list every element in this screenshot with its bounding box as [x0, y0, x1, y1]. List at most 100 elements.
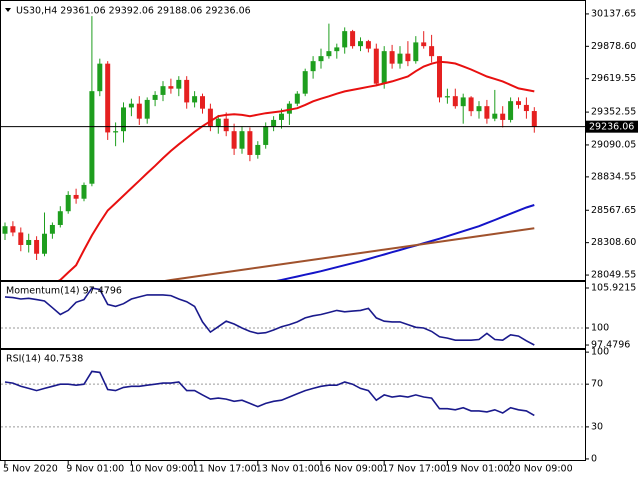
y-tick-label: 70 — [591, 379, 603, 390]
candle-body — [342, 31, 348, 48]
candle-body — [318, 56, 324, 62]
candle-body — [49, 224, 55, 234]
y-tick-label: 97.4796 — [591, 340, 630, 351]
candle-body — [373, 48, 379, 84]
x-tick-label: 19 Nov 01:00 — [445, 464, 509, 475]
last-price-label: 29236.06 — [589, 122, 634, 133]
candle-body — [397, 53, 403, 64]
candle-body — [255, 144, 261, 155]
candle-body — [200, 96, 205, 109]
menu-triangle — [5, 8, 11, 12]
candle-body — [192, 96, 198, 103]
candle-body — [334, 47, 340, 52]
indicator-line — [4, 287, 535, 346]
y-tick-label: 29619.55 — [591, 73, 636, 84]
candle-body — [176, 79, 182, 89]
candle-body — [326, 51, 332, 57]
candle-body — [460, 97, 466, 107]
candle-body — [381, 51, 387, 84]
candle-body — [389, 51, 395, 64]
candle-body — [136, 103, 142, 119]
y-tick-label: 28567.65 — [591, 205, 636, 216]
candle-body — [405, 53, 411, 62]
candle-body — [413, 42, 419, 62]
y-tick-label: 30137.65 — [591, 8, 636, 19]
x-tick-label: 13 Nov 01:00 — [256, 464, 320, 475]
x-tick-label: 9 Nov 01:00 — [66, 464, 124, 475]
candle-body — [215, 118, 221, 127]
candle-body — [128, 103, 134, 108]
y-tick-label: 29878.60 — [591, 41, 636, 52]
candle-body — [168, 86, 174, 89]
candle-body — [144, 99, 150, 119]
candle-body — [152, 94, 158, 100]
candle-body — [105, 63, 111, 133]
candle-body — [421, 42, 427, 47]
y-tick-label: 29352.55 — [591, 107, 636, 118]
y-tick-label: 29090.05 — [591, 139, 636, 150]
candle-body — [365, 41, 371, 49]
indicator-line — [276, 204, 535, 280]
y-tick-label: 28049.55 — [591, 270, 636, 281]
x-tick-label: 10 Nov 09:00 — [129, 464, 193, 475]
candle-body — [121, 107, 126, 132]
candle-body — [286, 103, 292, 114]
rsi-panel-frame — [0, 349, 586, 461]
candle-body — [34, 239, 40, 254]
y-tick-label: 0 — [591, 453, 597, 464]
x-tick-label: 5 Nov 2020 — [3, 464, 58, 475]
candle-body — [207, 108, 213, 127]
x-tick-label: 11 Nov 17:00 — [193, 464, 257, 475]
candle-body — [239, 131, 245, 149]
panel-title: RSI(14) 40.7538 — [6, 354, 83, 365]
x-tick-label: 16 Nov 09:00 — [319, 464, 383, 475]
candle-body — [279, 113, 284, 120]
x-tick-label: 20 Nov 09:00 — [509, 464, 573, 475]
candle-body — [97, 63, 103, 92]
candle-body — [10, 226, 16, 233]
candle-body — [57, 211, 63, 225]
candle-body — [26, 239, 32, 245]
candle-body — [81, 184, 87, 199]
candle-body — [271, 119, 277, 127]
candle-body — [302, 71, 308, 94]
candle-body — [516, 101, 521, 105]
candle-body — [523, 104, 529, 112]
candle-body — [247, 131, 253, 155]
x-tick-label: 17 Nov 17:00 — [382, 464, 446, 475]
candle-body — [350, 31, 356, 47]
y-tick-label: 30 — [591, 421, 603, 432]
candle-body — [223, 118, 229, 132]
candle-body — [310, 61, 316, 72]
y-tick-label: 105.9215 — [591, 283, 636, 294]
candle-body — [508, 101, 514, 120]
candle-body — [294, 93, 300, 104]
candle-body — [113, 131, 119, 133]
main-panel-frame — [0, 0, 586, 281]
y-tick-label: 100 — [591, 323, 609, 334]
candle-body — [531, 111, 537, 127]
candle-body — [65, 194, 71, 212]
candle-body — [437, 56, 442, 98]
momentum-panel-frame — [0, 281, 586, 349]
panel-title: Momentum(14) 97.4796 — [6, 286, 122, 297]
candle-body — [263, 126, 269, 145]
candle-body — [184, 79, 190, 103]
candle-body — [160, 86, 166, 95]
y-tick-label: 28834.55 — [591, 171, 636, 182]
candle-body — [484, 106, 490, 119]
candle-body — [429, 46, 435, 57]
candle-body — [18, 232, 24, 245]
candle-body — [452, 96, 458, 107]
y-tick-label: 28308.60 — [591, 237, 636, 248]
last-price-box — [586, 120, 638, 133]
candle-body — [358, 41, 363, 47]
candle-body — [2, 226, 8, 234]
indicator-line — [164, 227, 535, 280]
candle-body — [500, 113, 506, 120]
candle-body — [468, 97, 474, 112]
candle-body — [444, 96, 450, 98]
indicator-line — [57, 60, 535, 280]
